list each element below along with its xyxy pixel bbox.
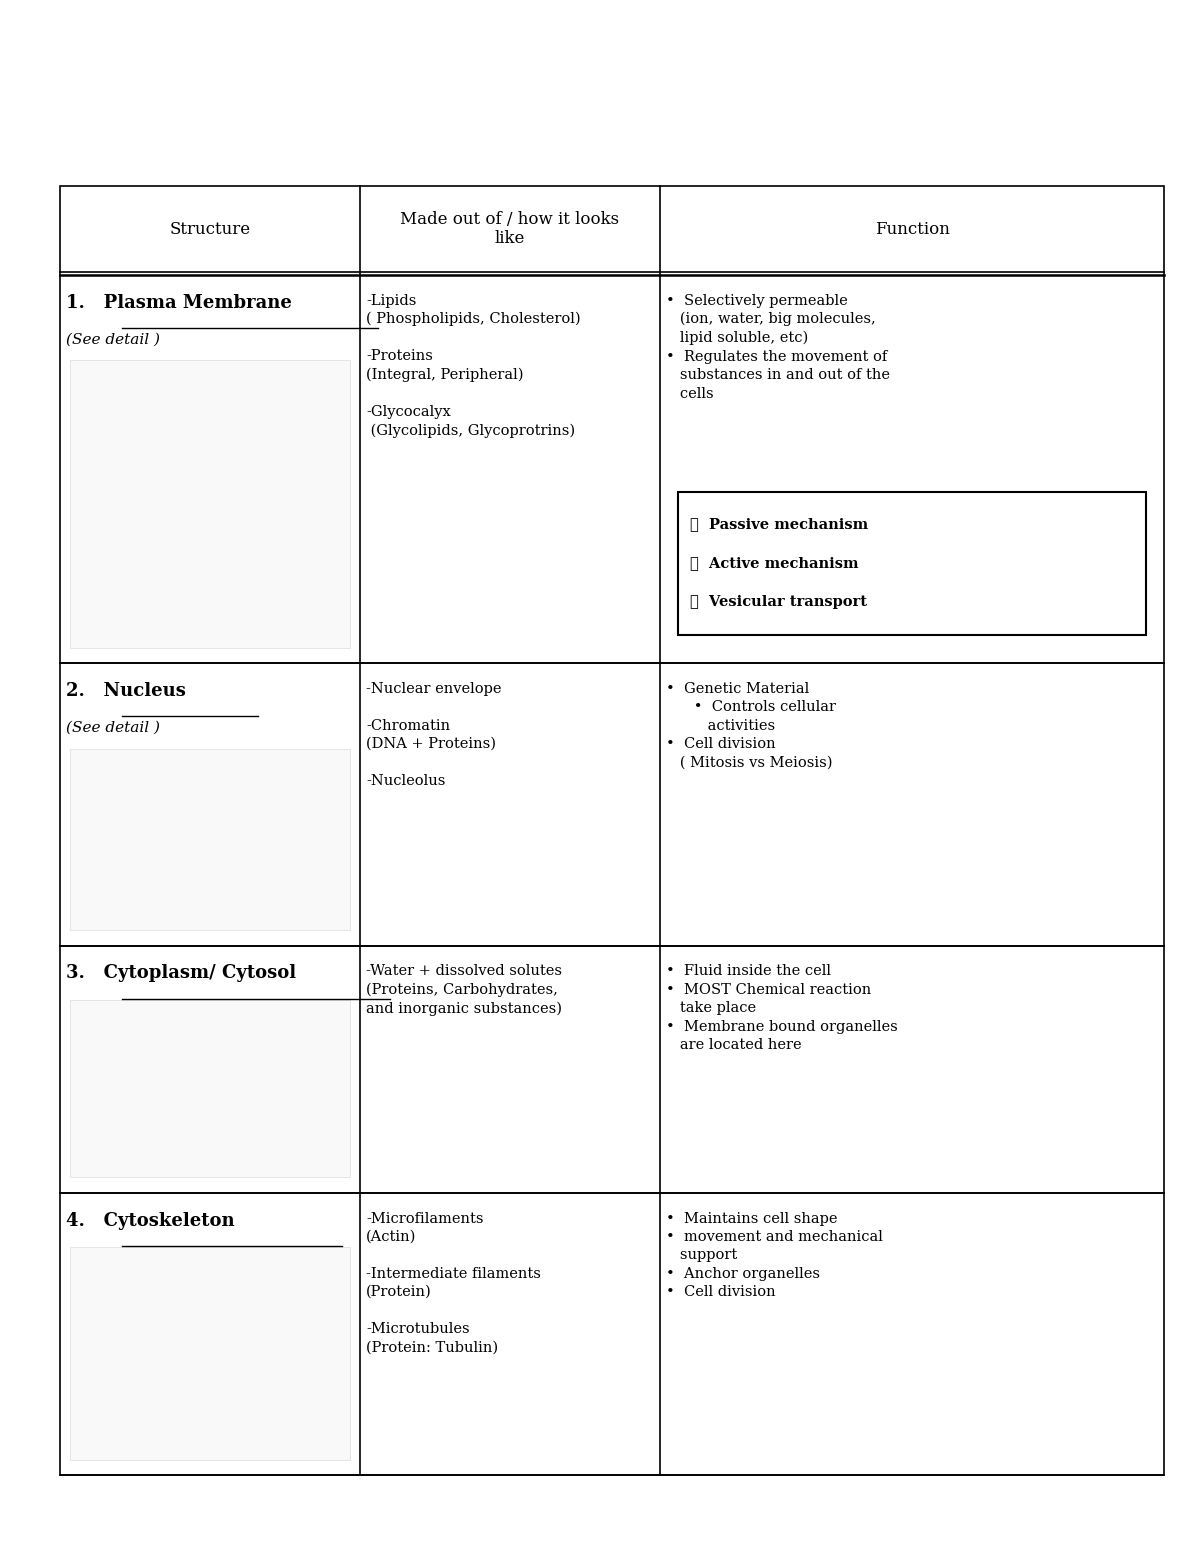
Text: ❖  Passive mechanism: ❖ Passive mechanism xyxy=(690,517,868,531)
Text: -Water + dissolved solutes
(Proteins, Carbohydrates,
and inorganic substances): -Water + dissolved solutes (Proteins, Ca… xyxy=(366,964,562,1016)
Text: 1.   Plasma Membrane: 1. Plasma Membrane xyxy=(66,294,292,312)
Text: (See detail ): (See detail ) xyxy=(66,721,160,735)
Text: Structure: Structure xyxy=(169,221,251,238)
Text: -Nuclear envelope

-Chromatin
(DNA + Proteins)

-Nucleolus: -Nuclear envelope -Chromatin (DNA + Prot… xyxy=(366,682,502,787)
FancyBboxPatch shape xyxy=(70,360,350,648)
Text: •  Selectively permeable
   (ion, water, big molecules,
   lipid soluble, etc)
•: • Selectively permeable (ion, water, big… xyxy=(666,294,890,401)
Text: -Microfilaments
(Actin)

-Intermediate filaments
(Protein)

-Microtubules
(Prote: -Microfilaments (Actin) -Intermediate fi… xyxy=(366,1211,541,1354)
Text: (See detail ): (See detail ) xyxy=(66,332,160,346)
Text: -Lipids
( Phospholipids, Cholesterol)

-Proteins
(Integral, Peripheral)

-Glycoc: -Lipids ( Phospholipids, Cholesterol) -P… xyxy=(366,294,581,438)
FancyBboxPatch shape xyxy=(70,1247,350,1460)
Text: 2.   Nucleus: 2. Nucleus xyxy=(66,682,186,700)
Text: 4.   Cytoskeleton: 4. Cytoskeleton xyxy=(66,1211,235,1230)
Text: ❖  Vesicular transport: ❖ Vesicular transport xyxy=(690,595,868,609)
Text: •  Fluid inside the cell
•  MOST Chemical reaction
   take place
•  Membrane bou: • Fluid inside the cell • MOST Chemical … xyxy=(666,964,898,1051)
Text: Made out of / how it looks
like: Made out of / how it looks like xyxy=(401,211,619,247)
Text: Function: Function xyxy=(875,221,949,238)
FancyBboxPatch shape xyxy=(70,1000,350,1177)
Text: ❖  Active mechanism: ❖ Active mechanism xyxy=(690,556,858,570)
Text: 3.   Cytoplasm/ Cytosol: 3. Cytoplasm/ Cytosol xyxy=(66,964,296,983)
FancyBboxPatch shape xyxy=(70,749,350,930)
Text: •  Maintains cell shape
•  movement and mechanical
   support
•  Anchor organell: • Maintains cell shape • movement and me… xyxy=(666,1211,883,1300)
Text: •  Genetic Material
      •  Controls cellular
         activities
•  Cell divis: • Genetic Material • Controls cellular a… xyxy=(666,682,836,769)
